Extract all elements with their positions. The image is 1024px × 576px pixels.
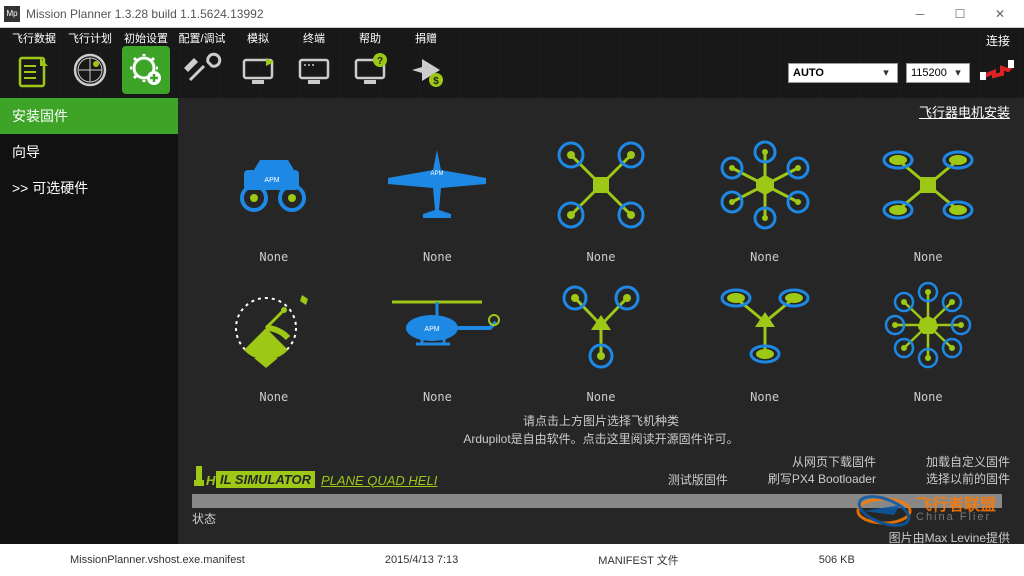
tab-initial-setup[interactable]: 初始设置	[118, 28, 174, 96]
initial-setup-icon	[122, 46, 170, 94]
tab-config[interactable]: 配置/调试	[174, 28, 230, 96]
tab-terminal[interactable]: 终端	[286, 28, 342, 96]
hil-simulator-badge[interactable]: H IL SIMULATOR PLANE QUAD HELI	[192, 464, 437, 488]
sidebar: 安装固件 向导 >> 可选硬件	[0, 98, 178, 544]
vehicle-octo-quad[interactable]: None	[846, 124, 1010, 264]
tri-icon	[551, 264, 651, 386]
bottom-strip: MissionPlanner.vshost.exe.manifest 2015/…	[0, 544, 1024, 576]
tab-flight-plan[interactable]: 飞行计划	[62, 28, 118, 96]
main-area: 安装固件 向导 >> 可选硬件 飞行器电机安装 APM None APM Non…	[0, 98, 1024, 544]
titlebar: Mp Mission Planner 1.3.28 build 1.1.5624…	[0, 0, 1024, 28]
help-icon: ?	[346, 46, 394, 94]
plane-icon: APM	[382, 124, 492, 246]
config-icon	[178, 46, 226, 94]
svg-text:APM: APM	[425, 326, 440, 333]
close-button[interactable]: ✕	[980, 0, 1020, 28]
main-toolbar: 飞行数据 飞行计划 初始设置 配置/调试 模拟 终端 帮助	[0, 28, 1024, 98]
sidebar-wizard[interactable]: 向导	[0, 134, 178, 170]
px4-bootloader-link[interactable]: 刷写PX4 Bootloader	[768, 471, 876, 488]
beta-firmware-link[interactable]: 测试版固件	[668, 471, 728, 488]
antenna-icon	[224, 264, 324, 386]
svg-text:?: ?	[377, 56, 383, 67]
simulation-icon	[234, 46, 282, 94]
connect-label: 连接	[986, 32, 1010, 49]
vehicle-grid: APM None APM None None None	[192, 124, 1010, 404]
window-title: Mission Planner 1.3.28 build 1.1.5624.13…	[26, 7, 900, 21]
octo-icon	[873, 264, 983, 386]
chevron-down-icon: ▾	[879, 66, 893, 79]
chevron-down-icon: ▾	[951, 66, 965, 79]
flight-data-icon	[10, 46, 58, 94]
web-download-link[interactable]: 从网页下载固件	[768, 454, 876, 471]
vehicle-plane[interactable]: APM None	[356, 124, 520, 264]
heli-icon: APM	[372, 264, 502, 386]
connect-button[interactable]	[978, 51, 1018, 91]
previous-firmware-link[interactable]: 选择以前的固件	[926, 471, 1010, 488]
quad-icon	[551, 124, 651, 246]
svg-text:$: $	[433, 76, 439, 87]
custom-firmware-link[interactable]: 加载自定义固件	[926, 454, 1010, 471]
motor-setup-link[interactable]: 飞行器电机安装	[919, 102, 1010, 121]
vehicle-antenna[interactable]: None	[192, 264, 356, 404]
baud-combo[interactable]: 115200▾	[906, 63, 970, 83]
terminal-icon	[290, 46, 338, 94]
vehicle-heli[interactable]: APM None	[356, 264, 520, 404]
sidebar-install-firmware[interactable]: 安装固件	[0, 98, 178, 134]
octo-quad-icon	[873, 124, 983, 246]
hil-icon	[192, 464, 206, 488]
svg-text:APM: APM	[264, 177, 279, 184]
hexa-icon	[710, 124, 820, 246]
app-icon: Mp	[4, 6, 20, 22]
flight-plan-icon	[66, 46, 114, 94]
tab-help[interactable]: 帮助 ?	[342, 28, 398, 96]
rover-icon: APM	[224, 124, 324, 246]
tab-flight-data[interactable]: 飞行数据	[6, 28, 62, 96]
vehicle-tri[interactable]: None	[519, 264, 683, 404]
maximize-button[interactable]: ☐	[940, 0, 980, 28]
mode-combo[interactable]: AUTO▾	[788, 63, 898, 83]
vehicle-rover[interactable]: APM None	[192, 124, 356, 264]
donate-icon: $	[402, 46, 450, 94]
tab-simulation[interactable]: 模拟	[230, 28, 286, 96]
tab-donate[interactable]: 捐赠 $	[398, 28, 454, 96]
watermark: 飞行者联盟 China Flier	[854, 489, 1004, 536]
vehicle-octo[interactable]: None	[846, 264, 1010, 404]
sidebar-optional-hw[interactable]: >> 可选硬件	[0, 170, 178, 206]
vehicle-quad[interactable]: None	[519, 124, 683, 264]
info-text: 请点击上方图片选择飞机种类 Ardupilot是自由软件。点击这里阅读开源固件许…	[192, 412, 1010, 448]
minimize-button[interactable]: ─	[900, 0, 940, 28]
y6-icon	[710, 264, 820, 386]
vehicle-y6[interactable]: None	[683, 264, 847, 404]
svg-text:APM: APM	[431, 171, 444, 177]
vehicle-hexa[interactable]: None	[683, 124, 847, 264]
content-panel: 飞行器电机安装 APM None APM None None	[178, 98, 1024, 544]
